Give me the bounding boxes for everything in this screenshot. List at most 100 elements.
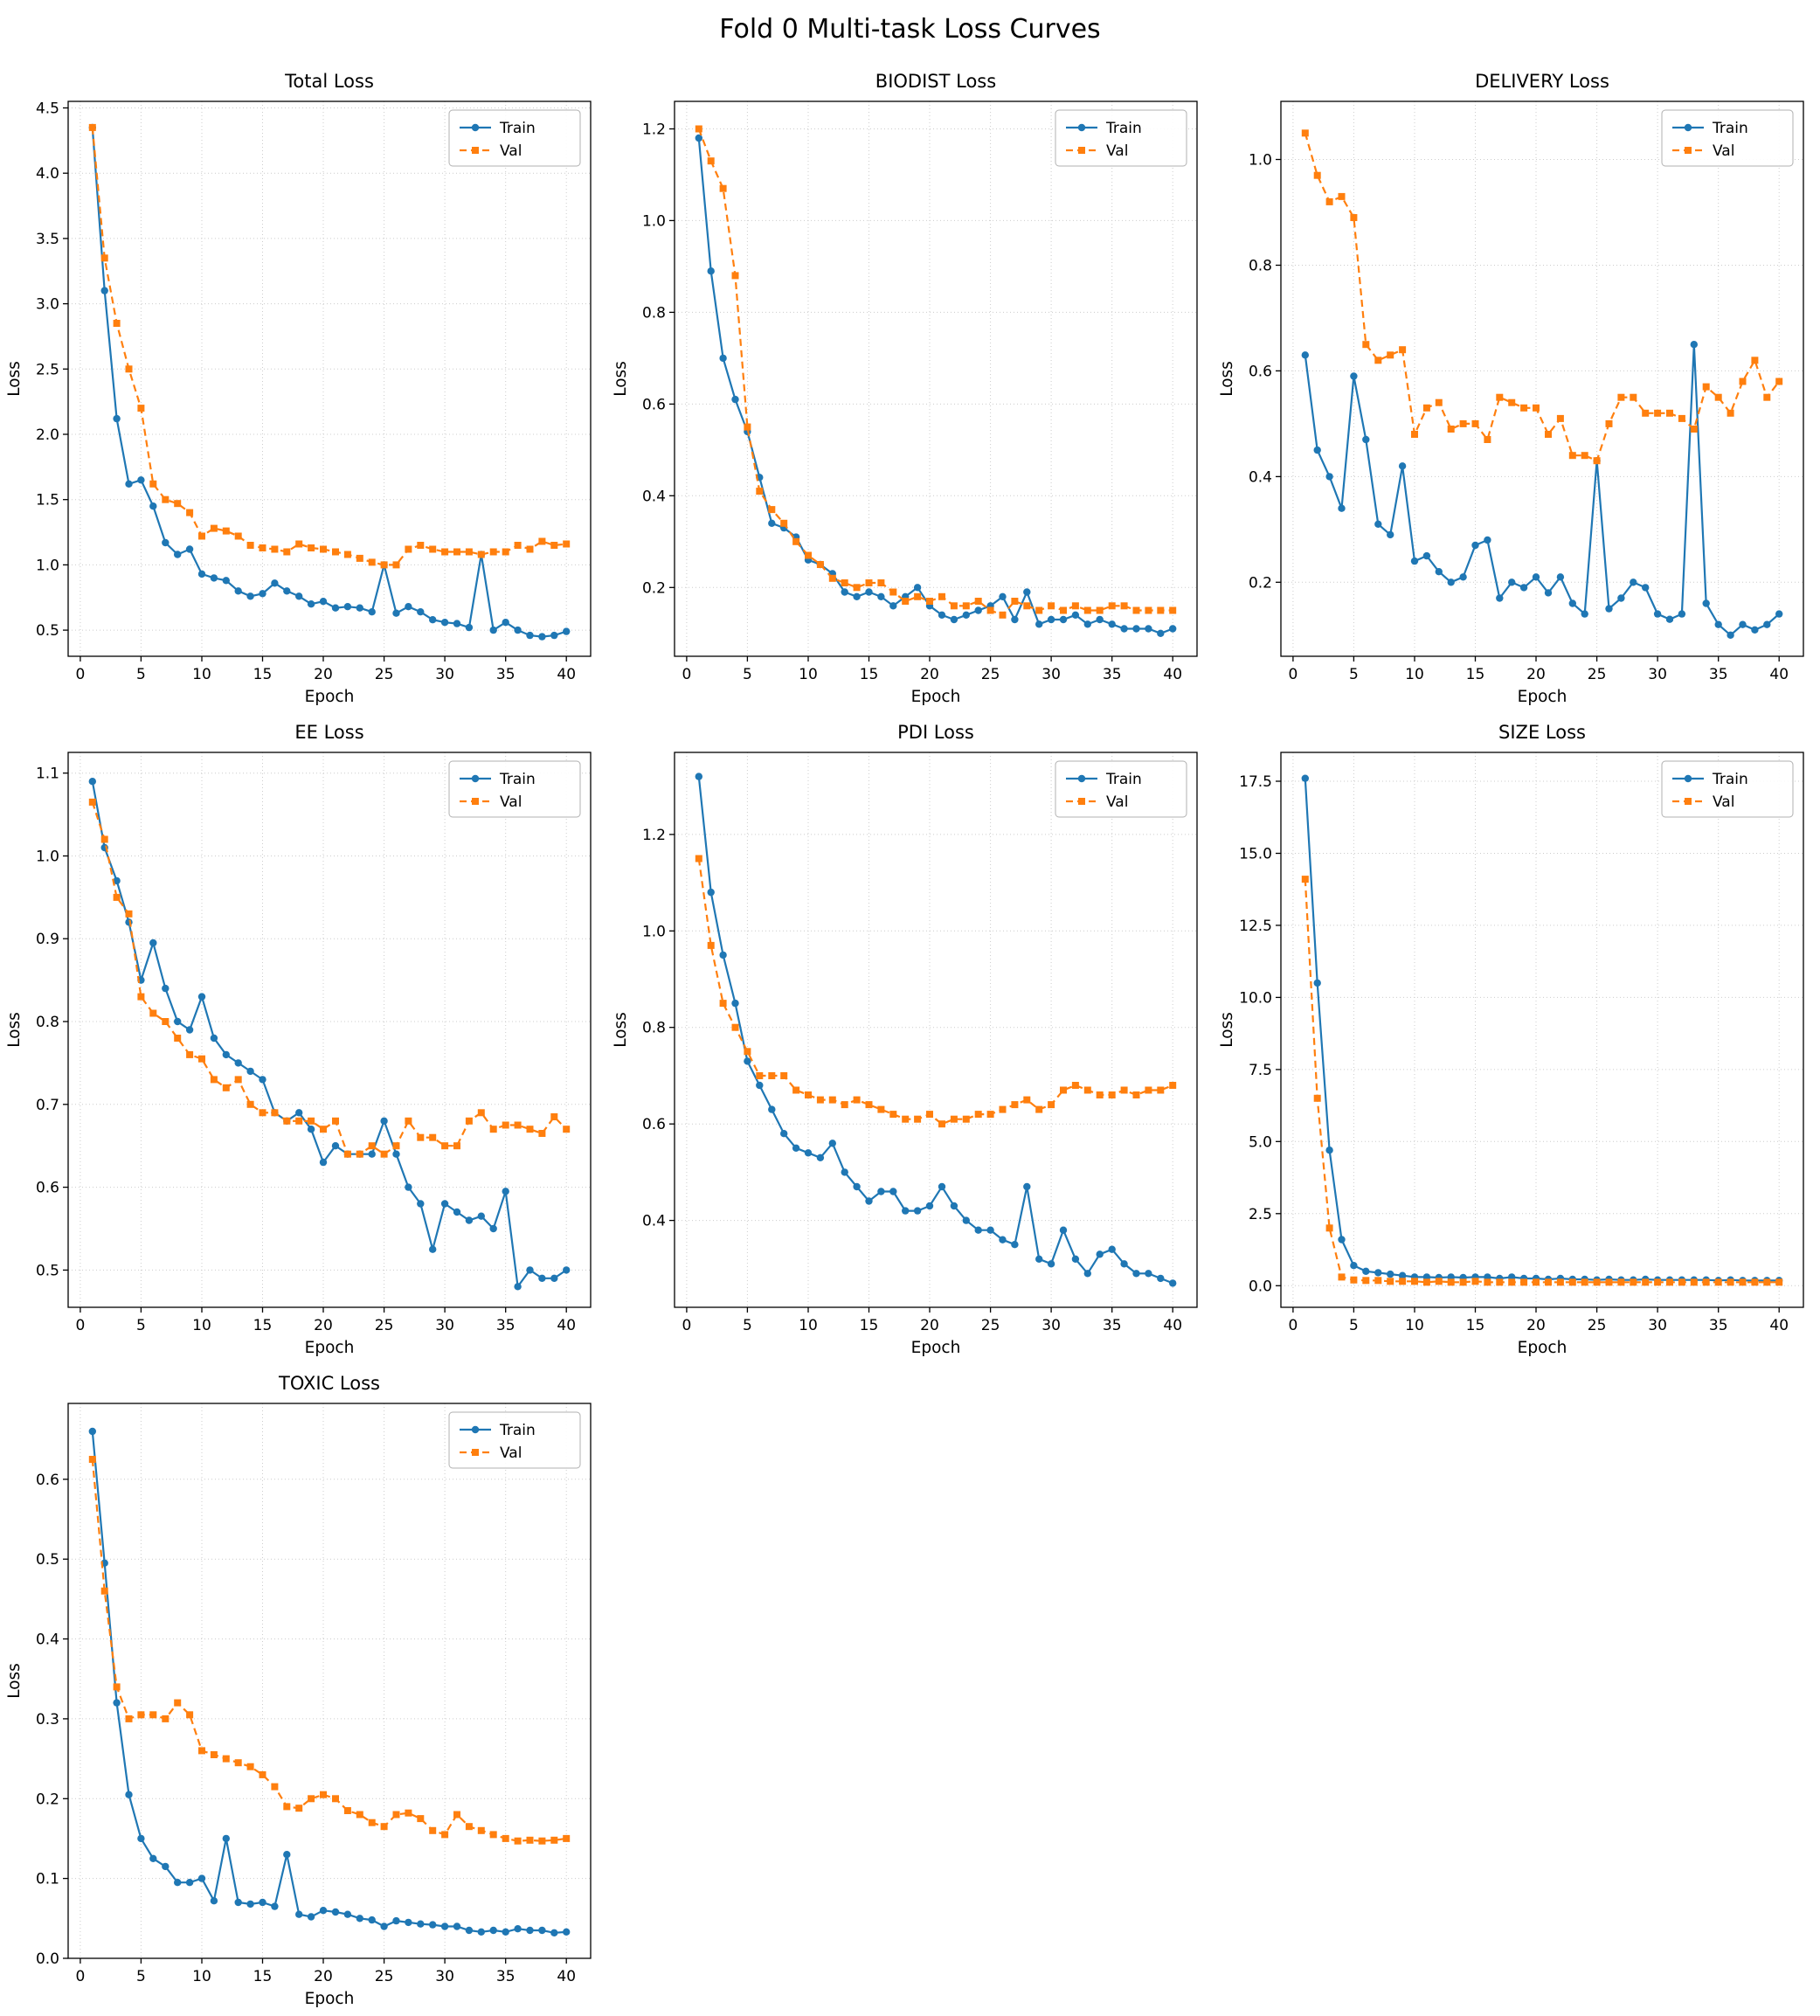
val-marker xyxy=(100,835,108,843)
x-tick-label: 40 xyxy=(557,1968,576,1985)
val-marker xyxy=(707,941,715,949)
subplot-size-loss-svg: 0 5 10 15 20 25 30 35 40 0.0 2.5 5.0 7.5 10.0 12.5 15.0… xyxy=(1218,722,1804,1357)
val-marker xyxy=(1593,1278,1601,1286)
train-marker xyxy=(429,1921,437,1929)
y-tick-label: 1.2 xyxy=(642,121,666,139)
val-marker xyxy=(999,611,1007,619)
val-line xyxy=(91,801,567,1156)
val-line xyxy=(697,858,1173,1126)
legend-train-marker xyxy=(1684,123,1692,132)
val-marker xyxy=(113,320,121,327)
y-tick-label: 0.2 xyxy=(1249,574,1272,592)
val-marker xyxy=(695,125,702,133)
x-tick-label: 40 xyxy=(557,666,576,683)
train-marker xyxy=(295,592,303,600)
x-tick-label: 20 xyxy=(314,1317,333,1334)
val-marker xyxy=(962,602,970,610)
train-marker xyxy=(1653,610,1662,618)
x-tick-label: 25 xyxy=(981,666,1000,683)
val-marker xyxy=(1301,129,1309,137)
train-marker xyxy=(719,354,727,363)
train-marker xyxy=(1120,1260,1128,1268)
charts-grid: 0 5 10 15 20 25 30 35 40 0.5 1.0 1.5 2.0 2.5 3.0 3.5 4.0… xyxy=(0,59,1820,2013)
train-marker xyxy=(1617,594,1625,602)
val-marker xyxy=(1630,393,1637,401)
val-marker xyxy=(246,542,254,549)
x-tick-label: 20 xyxy=(314,1968,333,1985)
x-tick-label: 30 xyxy=(1648,666,1667,683)
train-marker xyxy=(343,1910,352,1918)
x-tick-label: 30 xyxy=(1041,666,1061,683)
train-marker xyxy=(246,1900,254,1909)
val-marker xyxy=(137,405,145,412)
val-marker xyxy=(489,548,497,556)
legend-train-marker xyxy=(471,123,480,132)
val-marker xyxy=(902,1115,910,1123)
subplot-delivery-loss: 0 5 10 15 20 25 30 35 40 0.2 0.4 0.6 0.8 1.0 Epoch Loss… xyxy=(1213,59,1819,710)
legend-val-label: Val xyxy=(1713,142,1734,160)
train-marker xyxy=(417,608,425,616)
subplot-title: TOXIC Loss xyxy=(278,1373,380,1394)
val-marker xyxy=(1325,197,1333,205)
train-marker xyxy=(1678,610,1686,618)
y-axis-label: Loss xyxy=(612,1012,630,1048)
val-marker xyxy=(271,545,279,553)
train-marker xyxy=(307,1126,315,1133)
x-axis-label: Epoch xyxy=(1518,1339,1567,1357)
train-marker xyxy=(526,1266,534,1274)
val-marker xyxy=(295,1117,303,1125)
val-marker xyxy=(865,579,873,586)
x-tick-label: 40 xyxy=(1163,1317,1182,1334)
val-marker xyxy=(1338,192,1346,200)
val-marker xyxy=(149,480,157,488)
val-marker xyxy=(538,537,546,545)
subplot-title: DELIVERY Loss xyxy=(1475,71,1609,92)
train-marker xyxy=(1435,568,1443,576)
train-marker xyxy=(913,584,922,592)
legend-train-label: Train xyxy=(499,1422,536,1439)
train-marker xyxy=(1132,1270,1140,1278)
val-marker xyxy=(356,1811,363,1819)
val-marker xyxy=(100,254,108,262)
val-marker xyxy=(332,1795,339,1803)
val-marker xyxy=(1325,1224,1333,1232)
train-marker xyxy=(1751,626,1759,634)
y-tick-label: 0.4 xyxy=(36,1632,59,1649)
val-marker xyxy=(1108,1091,1116,1098)
train-marker xyxy=(125,918,133,926)
val-marker xyxy=(1422,404,1430,412)
val-marker xyxy=(320,545,327,553)
val-marker xyxy=(1654,1278,1662,1286)
val-marker xyxy=(999,1105,1007,1113)
val-line xyxy=(1304,132,1781,462)
val-marker xyxy=(1060,1086,1067,1094)
val-marker xyxy=(343,1807,351,1814)
x-tick-label: 40 xyxy=(1769,666,1789,683)
subplot-total-loss: 0 5 10 15 20 25 30 35 40 0.5 1.0 1.5 2.0 2.5 3.0 3.5 4.0… xyxy=(0,59,606,710)
train-marker xyxy=(113,876,121,885)
train-marker xyxy=(319,1158,328,1167)
legend-val-marker xyxy=(472,798,479,805)
train-line xyxy=(91,1431,567,1934)
val-marker xyxy=(1096,1091,1104,1098)
train-marker xyxy=(902,1207,910,1215)
val-marker xyxy=(271,1109,279,1117)
y-tick-label: 0.0 xyxy=(36,1950,59,1968)
train-marker xyxy=(1157,1274,1165,1283)
x-axis-label: Epoch xyxy=(305,1990,355,2008)
val-marker xyxy=(719,184,727,192)
train-marker xyxy=(1459,573,1467,581)
x-tick-label: 5 xyxy=(743,666,752,683)
x-tick-label: 10 xyxy=(799,666,818,683)
train-marker xyxy=(1096,1250,1104,1258)
train-marker xyxy=(197,1874,206,1882)
legend-train-marker xyxy=(1684,774,1692,783)
val-marker xyxy=(938,592,945,600)
val-marker xyxy=(417,1133,425,1141)
y-tick-label: 0.7 xyxy=(36,1097,59,1114)
train-marker xyxy=(453,620,461,627)
val-marker xyxy=(295,540,303,548)
train-marker xyxy=(1145,625,1152,633)
train-marker xyxy=(392,609,400,617)
val-marker xyxy=(1763,1278,1771,1286)
